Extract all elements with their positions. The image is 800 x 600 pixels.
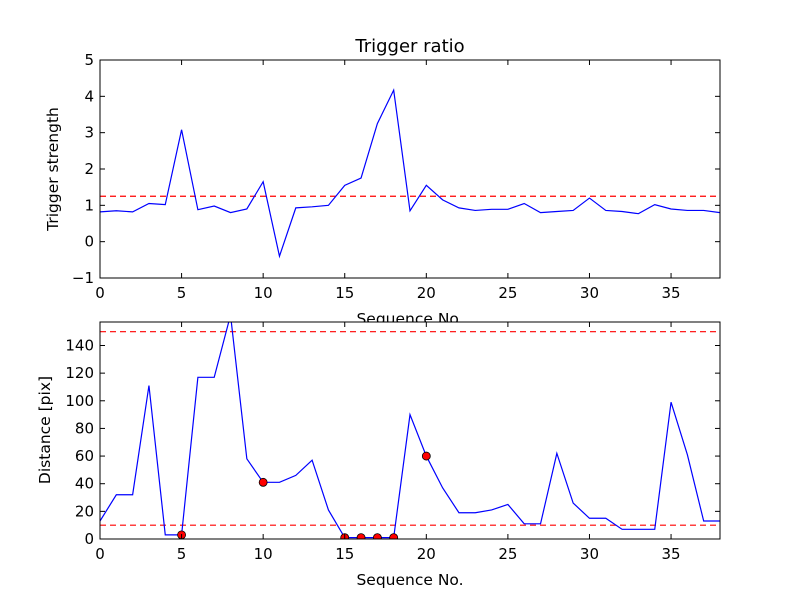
x-tick-label: 5 (177, 284, 187, 302)
x-tick-label: 10 (254, 284, 273, 302)
x-tick-label: 10 (254, 545, 273, 563)
data-point-marker (258, 477, 268, 487)
y-tick-label: 0 (84, 530, 94, 548)
x-tick-label: 35 (662, 545, 681, 563)
data-point-marker (421, 451, 431, 461)
x-tick-label: 35 (662, 284, 681, 302)
y-tick-label: 5 (84, 51, 94, 69)
y-tick-label: 120 (65, 364, 94, 382)
x-tick-label: 30 (580, 545, 599, 563)
x-axis-label: Sequence No. (356, 571, 463, 589)
y-tick-label: 0 (84, 233, 94, 251)
x-tick-label: 20 (417, 284, 436, 302)
y-tick-label: 40 (75, 475, 94, 493)
y-tick-label: 4 (84, 87, 94, 105)
distance-panel: 0 5 10 15 20 25 30 35 0 20 40 60 80 100 120 140 Sequenc… (36, 321, 721, 589)
y-tick-label: 140 (65, 336, 94, 354)
series-line (100, 88, 720, 259)
y-tick-label: 80 (75, 419, 94, 437)
y-tick-label: 2 (84, 160, 94, 178)
data-point-marker (356, 533, 366, 539)
y-tick-label: 3 (84, 124, 94, 142)
y-axis-label: Trigger strength (44, 107, 62, 232)
x-tick-label: 25 (498, 284, 517, 302)
series-line (100, 322, 720, 539)
chart-title: Trigger ratio (354, 36, 464, 57)
x-tick-label: 20 (417, 545, 436, 563)
x-tick-label: 25 (498, 545, 517, 563)
data-point-marker (389, 533, 399, 539)
y-tick-label: 1 (84, 196, 94, 214)
x-tick-label: 15 (335, 545, 354, 563)
y-tick-label: 20 (75, 502, 94, 520)
x-tick-label: 0 (95, 545, 105, 563)
y-tick-label: 60 (75, 447, 94, 465)
plot-area-background (100, 60, 720, 278)
plot-area-background (100, 322, 720, 539)
x-tick-label: 0 (95, 284, 105, 302)
x-tick-label: 15 (335, 284, 354, 302)
x-tick-label: 5 (177, 545, 187, 563)
data-point-marker (372, 533, 382, 539)
axes-frame (99, 321, 721, 540)
y-tick-label: −1 (72, 269, 94, 287)
y-axis-label: Distance [pix] (36, 376, 54, 484)
x-tick-label: 30 (580, 284, 599, 302)
y-tick-label: 100 (65, 392, 94, 410)
